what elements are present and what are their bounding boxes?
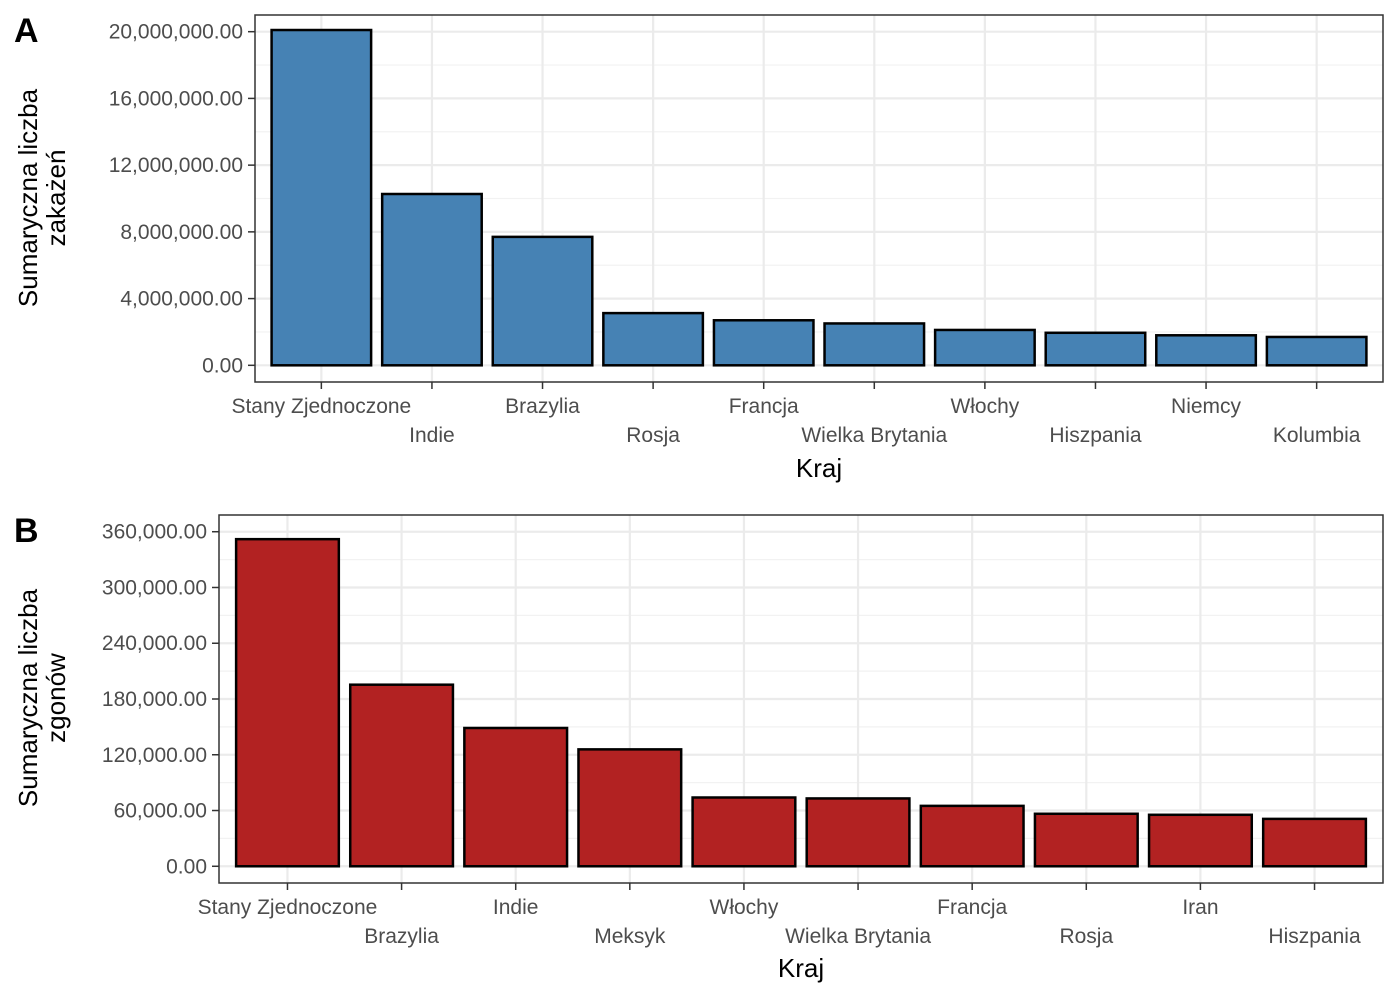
y-tick-label: 0.00: [202, 354, 243, 377]
x-tick-label: Indie: [409, 424, 455, 447]
x-tick-label: Stany Zjednoczone: [231, 395, 411, 418]
y-axis-title-line: zakażeń: [41, 150, 71, 247]
bar-stany-zjednoczone: [270, 28, 373, 367]
x-tick-label: Włochy: [950, 395, 1019, 418]
bar-indie: [380, 192, 483, 367]
bar-francja: [712, 319, 815, 367]
x-axis-title: Kraj: [778, 953, 824, 983]
y-axis-title: Sumaryczna liczbazakażeń: [13, 88, 71, 307]
y-tick-label: 4,000,000.00: [120, 288, 243, 311]
x-tick-label: Wielka Brytania: [785, 925, 931, 948]
y-tick-label: 300,000.00: [102, 576, 207, 599]
y-tick-label: 360,000.00: [102, 521, 207, 544]
bar-brazylia: [491, 235, 594, 367]
bar-hiszpania: [1044, 331, 1147, 367]
bar-iran: [1147, 813, 1254, 868]
bar-wielka-brytania: [805, 797, 911, 868]
bar-brazylia: [348, 683, 455, 868]
panel-b: 0.00 60,000.00 120,000.00 180,000.00 240,000…: [13, 512, 1384, 983]
panel-tag: B: [14, 512, 39, 550]
x-tick-label: Iran: [1182, 896, 1218, 919]
x-tick-label: Wielka Brytania: [801, 424, 947, 447]
x-tick-label: Włochy: [710, 896, 779, 919]
y-tick-label: 16,000,000.00: [109, 87, 243, 110]
y-tick-label: 180,000.00: [102, 688, 207, 711]
y-tick-label: 60,000.00: [114, 800, 207, 823]
bar-hiszpania: [1261, 817, 1368, 868]
panel-a: 0.00 4,000,000.00 8,000,000.00 12,000,000.0…: [13, 12, 1384, 483]
y-tick-label: 12,000,000.00: [109, 154, 243, 177]
bar-wielka-brytania: [823, 322, 926, 367]
bar-stany-zjednoczone: [234, 537, 341, 868]
y-tick-label: 120,000.00: [102, 744, 207, 767]
bar-indie: [463, 726, 569, 868]
bar-rosja: [1033, 812, 1139, 868]
x-tick-label: Hiszpania: [1268, 925, 1361, 948]
x-tick-label: Brazylia: [505, 395, 580, 418]
bar-włochy: [933, 328, 1036, 367]
y-axis-title-line: zgonów: [41, 653, 71, 743]
panel-border: [254, 14, 1384, 383]
y-tick-label: 240,000.00: [102, 632, 207, 655]
panel-tag: A: [14, 12, 39, 50]
bar-kolumbia: [1265, 335, 1368, 367]
y-axis-title-line: Sumaryczna liczba: [13, 588, 43, 807]
bar-niemcy: [1155, 334, 1258, 367]
x-tick-label: Francja: [729, 395, 799, 418]
bar-francja: [919, 804, 1025, 868]
x-tick-label: Meksyk: [594, 925, 666, 948]
y-tick-label: 0.00: [166, 855, 207, 878]
bar-włochy: [691, 796, 797, 868]
y-tick-label: 8,000,000.00: [120, 221, 243, 244]
y-axis-title: Sumaryczna liczbazgonów: [13, 588, 71, 807]
x-tick-label: Rosja: [1059, 925, 1113, 948]
x-tick-label: Kolumbia: [1273, 424, 1361, 447]
x-axis-title: Kraj: [796, 453, 842, 483]
x-tick-label: Francja: [937, 896, 1007, 919]
bar-rosja: [602, 311, 705, 367]
x-tick-label: Brazylia: [364, 925, 439, 948]
x-tick-label: Niemcy: [1171, 395, 1242, 418]
y-tick-label: 20,000,000.00: [109, 21, 243, 44]
y-axis-title-line: Sumaryczna liczba: [13, 88, 43, 307]
x-tick-label: Indie: [493, 896, 539, 919]
x-tick-label: Rosja: [626, 424, 680, 447]
bar-meksyk: [577, 748, 683, 868]
x-tick-label: Hiszpania: [1049, 424, 1142, 447]
x-tick-label: Stany Zjednoczone: [198, 896, 378, 919]
